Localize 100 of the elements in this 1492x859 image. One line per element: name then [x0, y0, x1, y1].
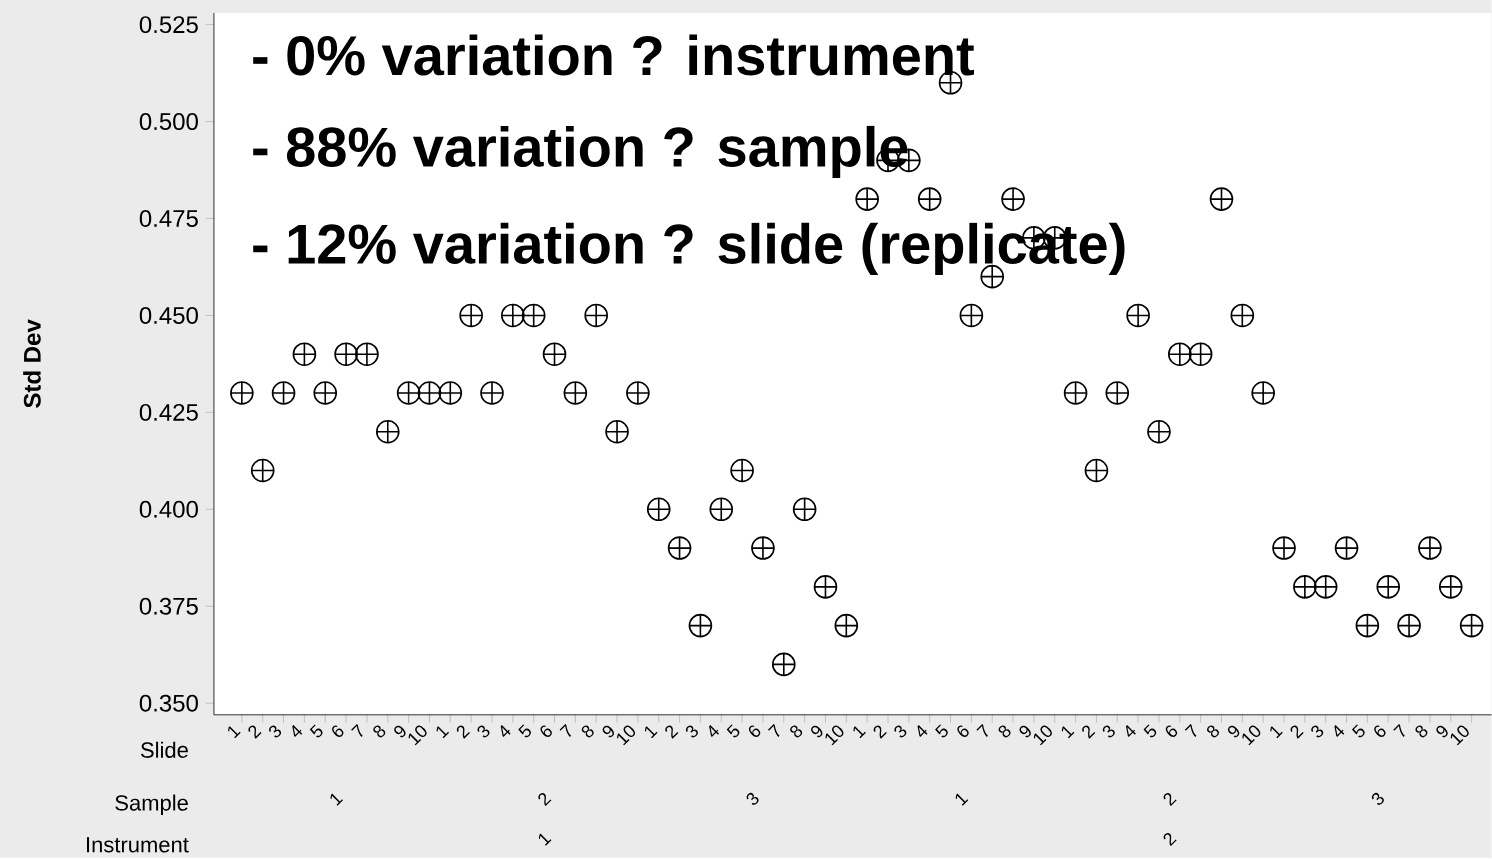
point [1188, 342, 1213, 366]
x-tick-label: 5 [309, 724, 323, 738]
y-tick-label: 0.500 [139, 113, 198, 130]
y-tick-label: 0.475 [139, 209, 198, 227]
point [792, 497, 817, 522]
point [1293, 575, 1317, 599]
x-tick-label: 10 [1450, 725, 1469, 746]
point [959, 303, 984, 328]
point [396, 381, 421, 405]
x-tick-label: 9 [1436, 725, 1448, 738]
x-tick-label: 6 [957, 725, 969, 737]
x-tick-label: 6 [748, 725, 761, 737]
x-tick-label: 5 [518, 724, 531, 738]
x-tick-label: 4 [917, 724, 928, 737]
x-tick-label: 6 [332, 725, 344, 737]
x-tick-label: 7 [351, 724, 363, 737]
point [375, 419, 400, 444]
point [1251, 381, 1275, 405]
point [1459, 613, 1484, 638]
x-tick-label: 2 [873, 725, 887, 739]
point [459, 303, 483, 328]
x-tick-label: 10 [1033, 725, 1052, 746]
x-tick-label: 8 [581, 725, 594, 738]
x-tick-label: 2 [1290, 725, 1304, 739]
point [313, 381, 338, 405]
x-tick-label: 5 [935, 724, 948, 738]
point [1147, 419, 1171, 444]
text: 1 [538, 833, 552, 846]
point [1355, 613, 1380, 638]
point [917, 187, 942, 211]
point [542, 342, 567, 366]
x-tick-label: 2 [665, 725, 679, 739]
point [1168, 342, 1192, 366]
y-axis-title: Std Dev [23, 319, 41, 408]
y-tick-label: 0.400 [139, 500, 198, 518]
point [1063, 381, 1088, 405]
x-tick-label: 2 [456, 725, 470, 739]
x-tick-label: 3 [269, 725, 282, 738]
x-tick-label: 10 [825, 725, 844, 746]
x-tick-label: 5 [1143, 724, 1157, 738]
x-tick-label: 1 [228, 726, 241, 739]
x-axis-title: Slide [140, 741, 188, 758]
x-tick-label: 3 [894, 725, 907, 738]
point [1230, 303, 1255, 328]
point [751, 536, 775, 560]
x-tick-label: 1 [436, 726, 450, 739]
point [1397, 613, 1421, 638]
point [1334, 536, 1359, 560]
point [584, 303, 608, 328]
point [1105, 381, 1130, 405]
x-tick-label: 8 [790, 725, 803, 738]
x-tick-label: 10 [1242, 725, 1261, 746]
text: 3 [746, 792, 759, 805]
point [1376, 575, 1401, 599]
x-tick-label: 8 [1207, 725, 1220, 738]
point [1209, 187, 1234, 211]
point [730, 458, 754, 483]
x-tick-label: 10 [617, 725, 636, 746]
x-tick-label: 7 [768, 724, 780, 737]
point [855, 187, 879, 211]
x-tick-label: 7 [559, 724, 572, 737]
point [417, 381, 442, 405]
x-tick-label: 8 [1415, 725, 1428, 738]
x-tick-label: 1 [853, 726, 866, 739]
x-tick-label: 9 [1227, 725, 1240, 738]
x-tick-label: 4 [292, 724, 303, 737]
x-tick-label: 4 [709, 724, 720, 737]
x-tick-label: 4 [500, 724, 511, 737]
x-tick-label: 3 [1102, 725, 1115, 738]
text: Sample [115, 794, 188, 815]
x-tick-label: 6 [1374, 725, 1386, 737]
text: 2 [1163, 792, 1177, 807]
point [709, 497, 734, 522]
x-tick-label: 5 [726, 724, 740, 738]
x-tick-label: 9 [394, 725, 406, 738]
x-tick-label: 9 [1019, 725, 1031, 738]
text: Instrument [87, 837, 189, 853]
x-tick-label: 5 [1351, 724, 1365, 738]
point [646, 497, 671, 522]
x-tick-label: 6 [540, 725, 552, 737]
point [1438, 575, 1463, 599]
point [292, 342, 317, 366]
point [480, 381, 504, 405]
x-tick-label: 1 [1270, 726, 1283, 739]
text: 2 [538, 792, 552, 807]
x-tick-label: 8 [373, 725, 386, 738]
x-tick-label: 1 [644, 726, 658, 739]
x-tick-label: 1 [1061, 726, 1075, 739]
point [1418, 536, 1442, 560]
x-tick-label: 7 [976, 724, 988, 737]
x-tick-label: 10 [408, 725, 427, 746]
x-tick-label: 3 [477, 725, 490, 738]
text: 1 [955, 793, 969, 806]
x-tick-label: 9 [811, 725, 823, 738]
x-tick-label: 7 [1393, 724, 1405, 737]
point [271, 381, 296, 405]
point [355, 342, 379, 366]
point [334, 342, 358, 366]
x-tick-label: 4 [1334, 724, 1345, 737]
point [230, 381, 254, 405]
